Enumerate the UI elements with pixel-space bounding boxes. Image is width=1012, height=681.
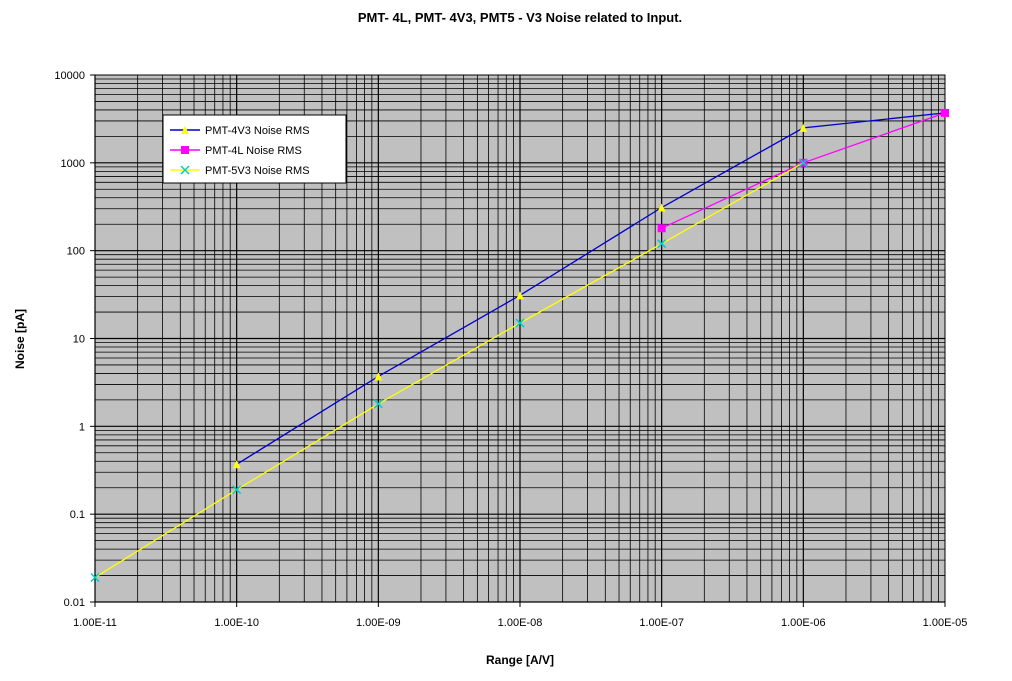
chart-title: PMT- 4L, PMT- 4V3, PMT5 - V3 Noise relat… bbox=[358, 10, 682, 25]
data-point bbox=[798, 158, 808, 168]
data-point bbox=[799, 123, 808, 132]
legend-label: PMT-4V3 Noise RMS bbox=[205, 125, 310, 137]
x-tick-label: 1.00E-07 bbox=[639, 617, 684, 629]
series-layer bbox=[90, 108, 949, 583]
legend-box bbox=[162, 114, 347, 184]
x-axis-ticks: 1.00E-11 1.00E-10 1.00E-09 1.00E-08 1.00E-07… bbox=[73, 602, 967, 629]
data-point bbox=[657, 239, 667, 249]
legend-entry-3: PMT-5V3 Noise RMS bbox=[170, 165, 310, 177]
x-tick-label: 1.00E-10 bbox=[214, 617, 259, 629]
legend-marker bbox=[181, 126, 189, 134]
series-3 bbox=[90, 158, 808, 583]
x-tick-label: 1.00E-05 bbox=[923, 617, 968, 629]
legend-marker bbox=[181, 146, 189, 154]
y-tick-label: 0.1 bbox=[70, 509, 85, 521]
y-tick-label: 1000 bbox=[61, 158, 85, 170]
data-point bbox=[657, 203, 666, 212]
legend-entry-1: PMT-4V3 Noise RMS bbox=[170, 125, 310, 137]
data-point bbox=[232, 460, 241, 469]
data-point bbox=[941, 108, 949, 117]
legend-label: PMT-5V3 Noise RMS bbox=[205, 165, 310, 177]
x-tick-label: 1.00E-06 bbox=[781, 617, 826, 629]
data-point bbox=[232, 485, 242, 495]
data-point bbox=[90, 572, 100, 583]
data-point bbox=[516, 291, 524, 300]
legend-marker bbox=[180, 165, 190, 175]
legend: PMT-4V3 Noise RMS PMT-4L Noise RMS PMT-5V3… bbox=[162, 114, 347, 184]
data-point bbox=[373, 399, 383, 409]
data-point bbox=[657, 224, 666, 233]
legend-entry-2: PMT-4L Noise RMS bbox=[170, 145, 302, 157]
x-axis-label: Range [A/V] bbox=[486, 653, 554, 667]
x-tick-label: 1.00E-11 bbox=[73, 617, 117, 629]
data-point bbox=[515, 318, 525, 328]
y-tick-label: 100 bbox=[67, 246, 85, 258]
x-tick-label: 1.00E-09 bbox=[356, 617, 401, 629]
y-tick-label: 0.01 bbox=[64, 597, 85, 609]
data-point bbox=[374, 372, 383, 381]
x-tick-label: 1.00E-08 bbox=[498, 617, 543, 629]
y-tick-label: 10000 bbox=[54, 70, 85, 82]
y-tick-label: 10 bbox=[73, 334, 85, 346]
series-line bbox=[94, 162, 804, 579]
y-tick-label: 1 bbox=[79, 421, 85, 433]
y-axis-ticks: 0.01 0.1 1 10 100 1000 10000 bbox=[54, 70, 95, 609]
y-axis-label: Noise [pA] bbox=[13, 309, 27, 369]
legend-label: PMT-4L Noise RMS bbox=[205, 145, 302, 157]
series-line bbox=[236, 112, 946, 465]
